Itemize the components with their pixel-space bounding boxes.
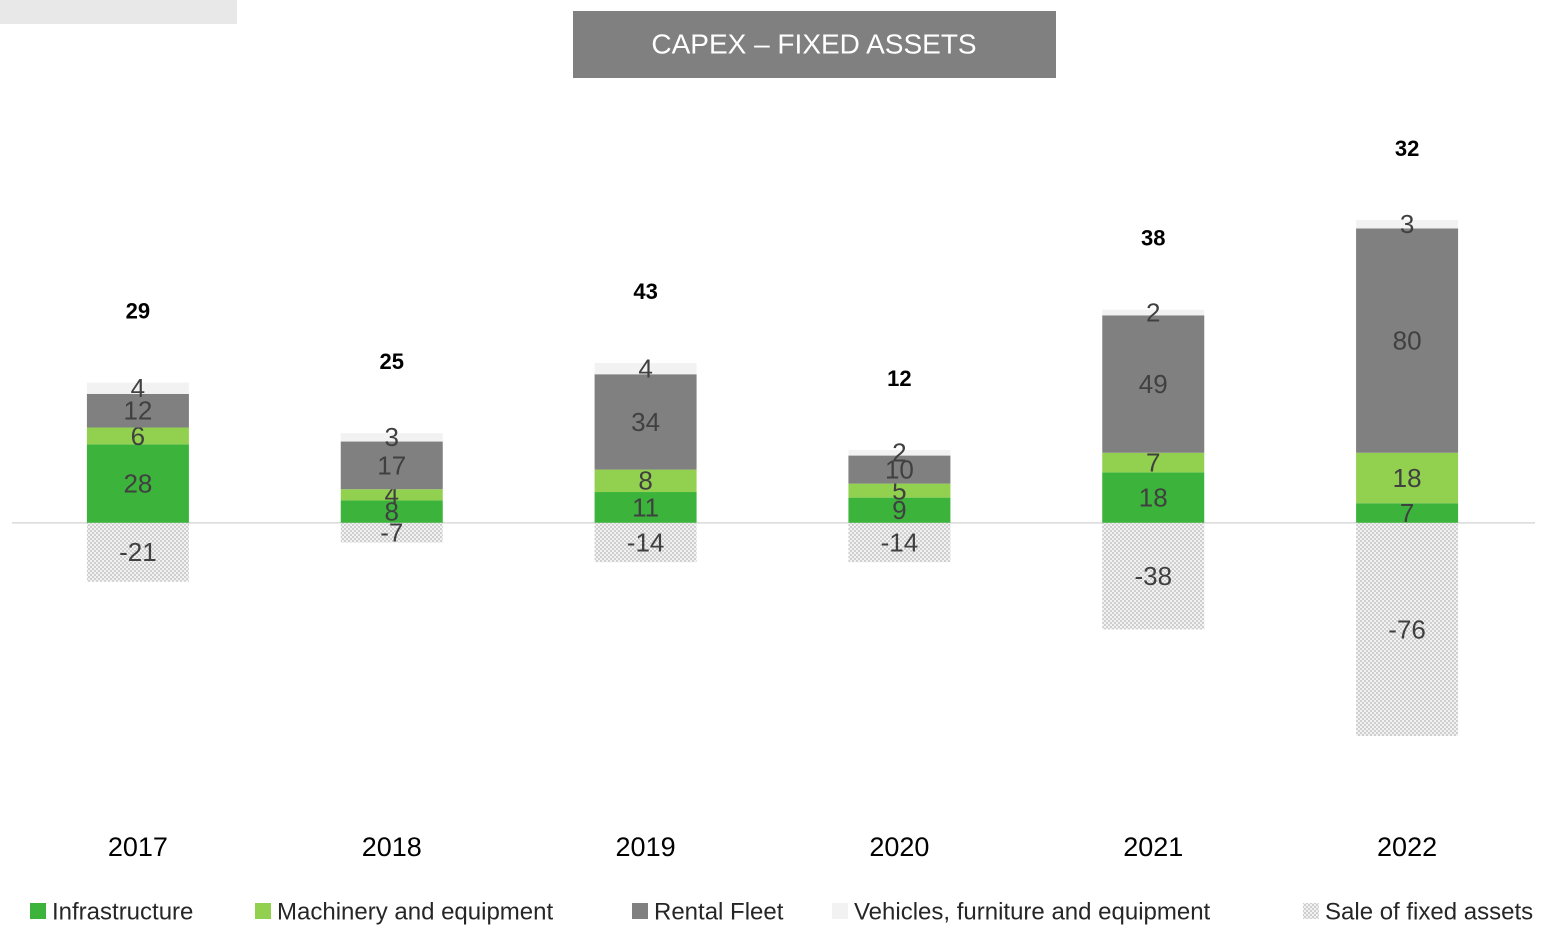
data-label: -14 <box>881 527 919 557</box>
data-label: 9 <box>892 495 906 525</box>
total-label: 43 <box>633 279 657 304</box>
data-label: 17 <box>377 450 406 480</box>
legend-swatch <box>1303 903 1319 919</box>
x-tick-label: 2020 <box>869 832 929 862</box>
data-label: 7 <box>1400 498 1414 528</box>
data-label: -7 <box>380 518 403 548</box>
legend-label: Machinery and equipment <box>277 898 553 925</box>
bar-segment <box>340 500 443 523</box>
bar-segment <box>594 469 697 493</box>
bar-segment <box>594 492 697 523</box>
data-label: 7 <box>1146 447 1160 477</box>
data-label: -38 <box>1134 561 1172 591</box>
x-tick-label: 2017 <box>108 832 168 862</box>
bar-segment <box>1102 315 1205 453</box>
data-label: 28 <box>123 468 152 498</box>
bar-segment <box>1102 309 1205 316</box>
bar-segment <box>848 522 951 563</box>
data-label: 80 <box>1393 325 1422 355</box>
chart-title: CAPEX – FIXED ASSETS <box>651 28 976 59</box>
data-label: 2 <box>1146 297 1160 327</box>
legend-swatch <box>30 903 46 919</box>
bar-segment <box>1356 452 1459 504</box>
bar-segment <box>848 449 951 456</box>
data-label: -76 <box>1388 614 1426 644</box>
data-label: 2 <box>892 438 906 468</box>
total-label: 12 <box>887 366 911 391</box>
bar-segment <box>340 522 443 543</box>
data-label: 8 <box>385 497 399 527</box>
bar-segment <box>86 393 189 428</box>
data-label: -14 <box>627 527 665 557</box>
bar-segment <box>86 444 189 523</box>
legend-label: Infrastructure <box>52 898 193 925</box>
data-label: 11 <box>632 492 659 522</box>
bar-segment <box>848 455 951 484</box>
x-tick-label: 2022 <box>1377 832 1437 862</box>
data-label: 12 <box>123 396 152 426</box>
x-tick-label: 2019 <box>616 832 676 862</box>
bar-segment <box>594 363 697 375</box>
bar-segment <box>1102 452 1205 473</box>
bar-segment <box>594 374 697 470</box>
total-label: 32 <box>1395 136 1419 161</box>
data-label: 4 <box>131 373 145 403</box>
bar-segment <box>1356 228 1459 453</box>
bar-segment <box>1356 522 1459 736</box>
corner-decoration <box>0 0 237 24</box>
data-label: 4 <box>638 354 652 384</box>
data-label: 34 <box>631 407 660 437</box>
legend-swatch <box>632 903 648 919</box>
bar-segment <box>340 433 443 442</box>
data-label: 6 <box>131 421 145 451</box>
legend-swatch <box>832 903 848 919</box>
bar-segment <box>86 522 189 582</box>
x-tick-label: 2021 <box>1123 832 1183 862</box>
legend-label: Vehicles, furniture and equipment <box>854 898 1211 925</box>
bar-segment <box>1102 472 1205 523</box>
total-label: 38 <box>1141 226 1165 251</box>
bar-segment <box>86 427 189 445</box>
data-label: 49 <box>1139 369 1168 399</box>
bar-segment <box>340 489 443 501</box>
bar-segment <box>86 382 189 394</box>
data-label: 18 <box>1139 483 1168 513</box>
data-label: -21 <box>119 537 157 567</box>
bar-segment <box>1102 522 1205 630</box>
bar-segment <box>848 483 951 498</box>
bar-segment <box>1356 503 1459 523</box>
x-tick-label: 2018 <box>362 832 422 862</box>
data-label: 10 <box>885 454 914 484</box>
legend-swatch <box>255 903 271 919</box>
bar-segment <box>1356 220 1459 229</box>
legend-label: Sale of fixed assets <box>1325 898 1533 925</box>
title-box <box>573 11 1056 78</box>
data-label: 3 <box>385 422 399 452</box>
total-label: 29 <box>126 298 150 323</box>
data-label: 8 <box>638 466 652 496</box>
legend-label: Rental Fleet <box>654 898 784 925</box>
data-label: 18 <box>1393 463 1422 493</box>
bar-segment <box>848 497 951 523</box>
data-label: 3 <box>1400 209 1414 239</box>
bar-segment <box>340 441 443 490</box>
bar-segment <box>594 522 697 563</box>
total-label: 25 <box>380 349 404 374</box>
